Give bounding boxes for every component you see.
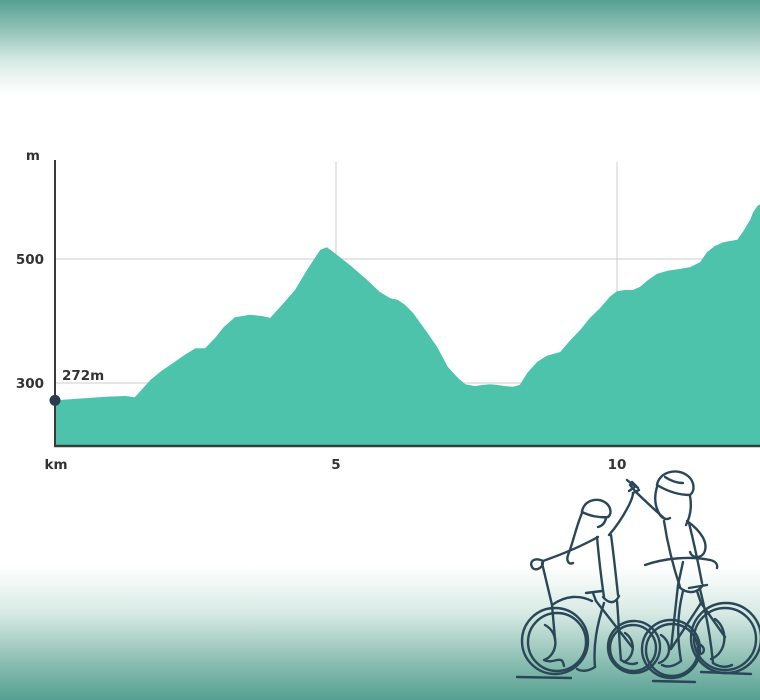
cyclists-illustration — [515, 470, 760, 684]
bike-wheel — [608, 623, 658, 673]
two-cyclists-high-five-line-art — [515, 470, 760, 684]
cyclist-leg — [677, 589, 685, 663]
bike-pedal — [696, 643, 706, 656]
cyclist-face — [654, 485, 672, 521]
bike-handlebar — [643, 556, 719, 570]
cyclist-leg — [698, 587, 715, 665]
bike-wheel — [692, 606, 758, 672]
cyclist-arm — [628, 483, 667, 521]
x-axis-unit-label: km — [44, 457, 67, 473]
cyclist-leg — [615, 599, 623, 662]
top-gradient-band — [0, 0, 760, 94]
cyclist-hand — [625, 478, 640, 490]
bike-frame — [550, 595, 594, 607]
bike-wheel — [520, 606, 590, 676]
wheel-squiggle — [709, 617, 726, 661]
cyclist-helmet — [580, 510, 610, 519]
cyclist-hair — [684, 494, 692, 527]
bike-wheel — [689, 601, 760, 675]
cyclist-arm — [685, 519, 707, 559]
cyclist-foot — [660, 659, 683, 668]
y-tick-label: 300 — [16, 376, 44, 392]
ground-stroke — [515, 675, 573, 680]
ground-stroke — [651, 679, 697, 684]
cyclist-helmet — [655, 470, 695, 497]
cyclist-arm — [541, 535, 600, 563]
bike-frame — [530, 558, 545, 571]
y-tick-label: 500 — [16, 252, 44, 268]
bike-frame — [669, 560, 685, 651]
cyclist-hair — [566, 511, 584, 565]
cyclist-helmet — [655, 483, 692, 497]
cyclist-helmet — [580, 498, 612, 519]
bike-frame — [584, 589, 604, 603]
bike-frame — [687, 583, 709, 605]
bike-wheel — [606, 619, 662, 675]
cyclist-torso — [662, 519, 682, 589]
elevation-chart: m 500 300 km 5 10 272m — [16, 148, 760, 473]
bike-wheel — [640, 618, 702, 680]
y-axis-unit-label: m — [26, 148, 40, 164]
bike-wheel — [644, 622, 700, 678]
wheel-squiggle — [657, 633, 671, 665]
cyclist-torso — [595, 535, 606, 599]
cyclist-torso — [609, 533, 620, 597]
cyclist-arm — [607, 491, 635, 537]
cyclist-foot — [711, 661, 734, 668]
cyclist-torso — [687, 521, 704, 585]
cyclist-hip — [677, 583, 705, 594]
cyclist-face — [596, 516, 608, 529]
x-tick-label: 10 — [608, 457, 627, 473]
x-tick-label: 5 — [331, 457, 340, 473]
cyclist-helmet — [663, 475, 685, 485]
cyclist-foot — [619, 658, 639, 666]
cyclist-leg — [593, 601, 606, 669]
bike-wheel — [526, 611, 588, 673]
cyclist-foot — [575, 665, 597, 672]
start-point-dot[interactable] — [49, 394, 61, 406]
elevation-area[interactable] — [55, 204, 760, 446]
wheel-squiggle — [622, 631, 634, 664]
start-elevation-annotation: 272m — [62, 368, 104, 384]
cyclist-hip — [601, 594, 621, 604]
